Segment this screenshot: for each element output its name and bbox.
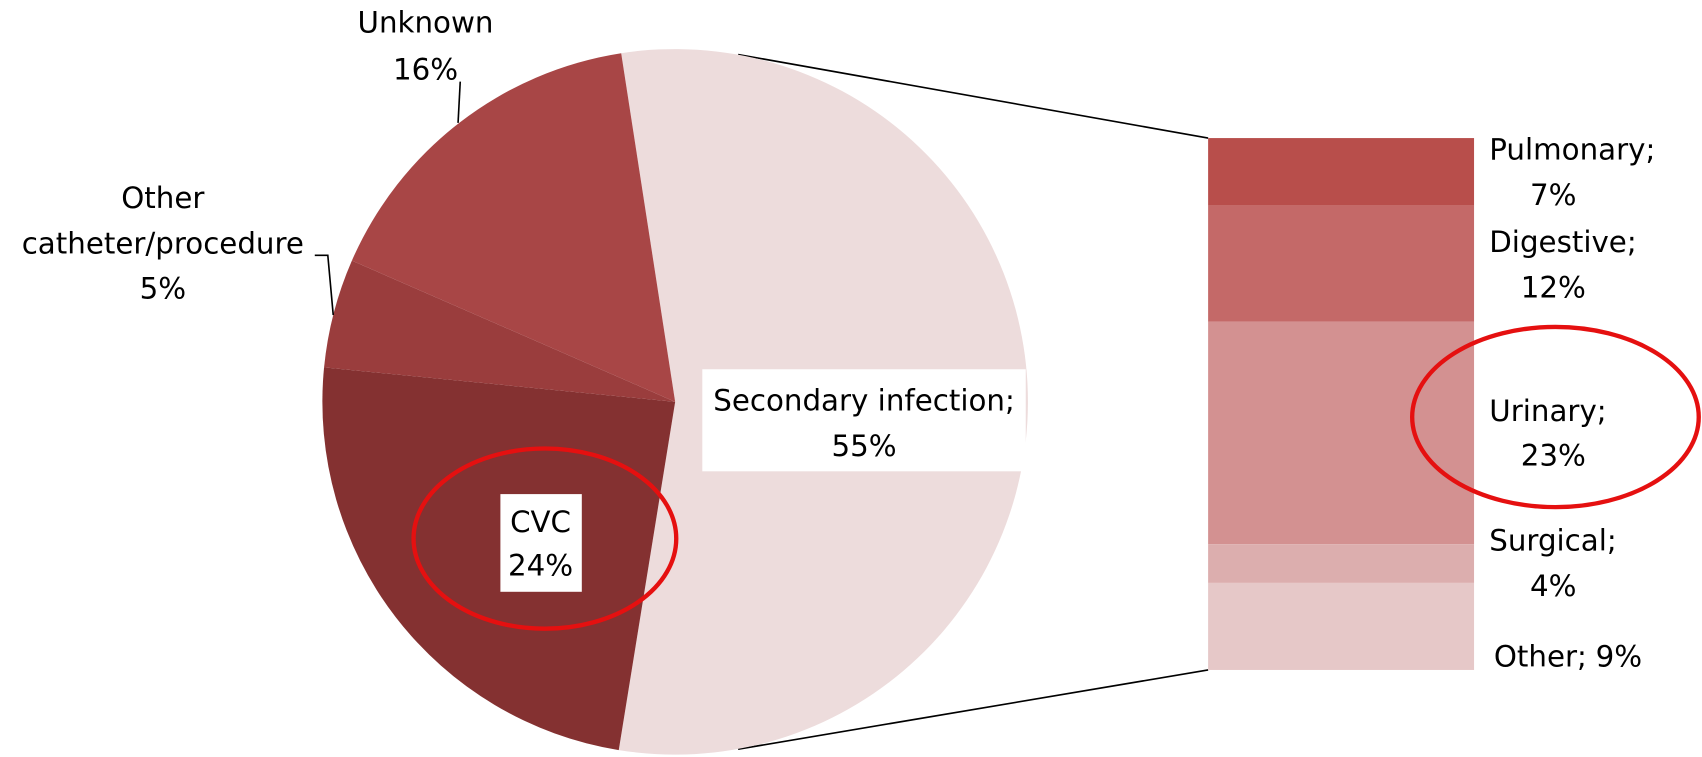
- value-label: 7%: [1530, 178, 1576, 212]
- category-label: Surgical;: [1489, 523, 1617, 557]
- pie-slice: [322, 367, 676, 751]
- label-box: [702, 369, 1026, 472]
- category-label: Unknown: [358, 6, 494, 40]
- connector-line: [737, 53, 1209, 139]
- highlight-ellipse: [1410, 324, 1701, 510]
- bar-segment: [1208, 205, 1475, 322]
- pie-slice: [324, 260, 676, 402]
- value-label: 12%: [1521, 270, 1586, 304]
- value-label: 9%: [1596, 640, 1642, 674]
- highlight-ellipse: [411, 446, 679, 631]
- category-label: Other catheter/procedure: [22, 180, 304, 260]
- category-label: Pulmonary;: [1489, 133, 1655, 167]
- category-label: Secondary infection;: [713, 383, 1015, 417]
- labels: Secondary infection; 55% CVC 24% Other cathet…: [22, 6, 1656, 674]
- label-box: [500, 494, 582, 592]
- bar-segment: [1208, 582, 1475, 670]
- leader-line: [314, 254, 335, 316]
- value-label: 5%: [140, 272, 186, 306]
- category-label: CVC: [510, 505, 571, 539]
- value-label: 24%: [508, 548, 573, 582]
- value-label: 23%: [1521, 439, 1586, 473]
- category-label: Urinary;: [1489, 394, 1606, 428]
- connector-line: [737, 669, 1209, 750]
- bar-segment: [1208, 138, 1475, 206]
- value-label: 4%: [1530, 569, 1576, 603]
- bar-segment: [1208, 321, 1475, 545]
- bar-segment: [1208, 544, 1475, 583]
- category-label: Digestive;: [1489, 225, 1636, 259]
- pie-slice: [351, 53, 676, 402]
- value-label: 55%: [831, 429, 896, 463]
- leader-line: [457, 81, 462, 123]
- value-label: 16%: [393, 52, 458, 86]
- category-label: Other;: [1494, 640, 1587, 674]
